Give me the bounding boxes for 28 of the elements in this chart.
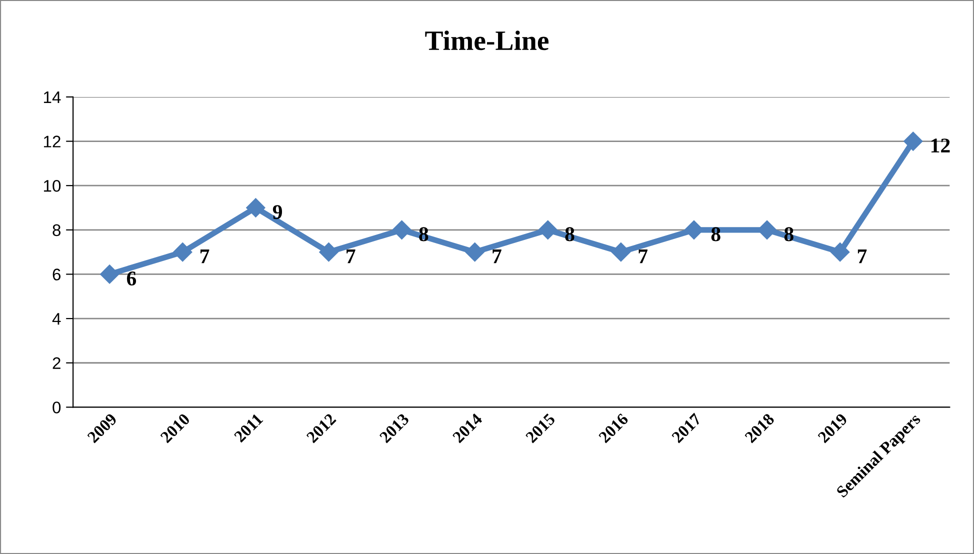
- point: [100, 264, 120, 284]
- y-tick-label: 10: [44, 180, 61, 192]
- data-label: 7: [492, 250, 502, 264]
- data-label: 7: [346, 250, 356, 264]
- y-tick-label: 8: [52, 224, 61, 236]
- y-tick-label: 12: [44, 136, 60, 148]
- data-label: 7: [638, 250, 648, 264]
- point: [319, 242, 338, 262]
- data-label: 12: [931, 138, 950, 152]
- point: [611, 242, 630, 262]
- point: [538, 220, 558, 240]
- point: [392, 220, 412, 240]
- data-label: 9: [272, 205, 282, 220]
- chart-title: Time-Line: [425, 30, 549, 50]
- y-tick-label: 2: [52, 357, 60, 369]
- y-tick-label: 0: [52, 402, 61, 414]
- point: [465, 242, 484, 262]
- data-label: 7: [858, 250, 867, 264]
- x-tick-label: 2011: [234, 413, 264, 443]
- point: [173, 242, 192, 262]
- y-tick-label: 4: [52, 313, 61, 325]
- point: [904, 132, 923, 151]
- data-label: 7: [200, 250, 210, 264]
- y-tick-label: 14: [44, 92, 61, 103]
- point: [246, 198, 266, 218]
- data-label: 6: [126, 272, 136, 286]
- y-tick-label: 6: [52, 268, 61, 280]
- point: [830, 242, 850, 262]
